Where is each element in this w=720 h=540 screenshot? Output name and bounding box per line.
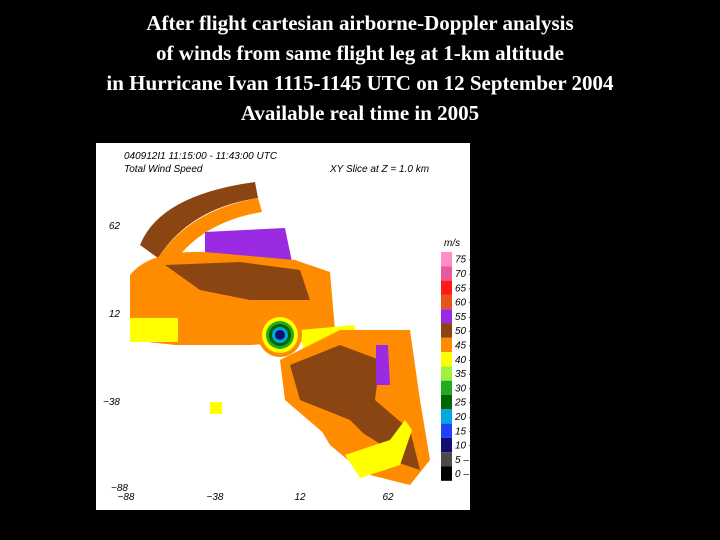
title-line: Available real time in 2005	[241, 101, 479, 125]
legend-swatch	[441, 452, 452, 467]
x-tick-label: −88	[118, 492, 135, 503]
legend-label: 45 – 49	[455, 340, 489, 351]
x-tick-label: −38	[207, 492, 224, 503]
legend-label: 50 – 54	[455, 326, 489, 337]
legend-unit: m/s	[444, 238, 460, 249]
legend-label: 35 – 39	[455, 369, 489, 380]
legend-swatch	[441, 294, 452, 310]
x-tick-label: 62	[382, 492, 394, 503]
legend-label: 10 – 14	[455, 441, 489, 452]
legend-label: 20 – 24	[454, 412, 489, 423]
legend-label: 0 – 4	[455, 469, 478, 480]
title-line: After flight cartesian airborne-Doppler …	[146, 11, 573, 35]
legend-swatch	[441, 395, 452, 410]
legend-swatch	[441, 380, 452, 395]
legend-label: 75 – 79	[455, 255, 489, 266]
legend-label: 60 – 64	[455, 298, 489, 309]
y-tick-label: −38	[103, 397, 120, 408]
legend-swatch	[441, 466, 452, 481]
legend-label: 25 – 29	[454, 398, 489, 409]
legend-swatch	[441, 309, 452, 324]
legend-label: 40 – 44	[455, 355, 489, 366]
legend-label: 55 – 59	[455, 312, 489, 323]
title-line: in Hurricane Ivan 1115-1145 UTC on 12 Se…	[106, 71, 614, 95]
figure-slice: XY Slice at Z = 1.0 km	[329, 164, 429, 175]
figure-subtitle: Total Wind Speed	[124, 164, 203, 175]
y-tick-label: 62	[109, 221, 121, 232]
y-tick-label: −88	[111, 483, 128, 494]
wind-field	[130, 182, 430, 485]
legend-label: 15 – 19	[455, 426, 489, 437]
legend-swatch	[441, 280, 452, 295]
legend-label: 5 – 9	[455, 455, 478, 466]
title-line: of winds from same flight leg at 1-km al…	[156, 41, 564, 65]
legend-swatch	[441, 266, 452, 281]
legend-label: 70 – 74	[455, 269, 489, 280]
legend-label: 65 – 69	[455, 283, 489, 294]
legend-swatch	[441, 437, 452, 453]
legend-swatch	[441, 423, 452, 438]
y-tick-label: 12	[109, 309, 121, 320]
legend-label: 30 – 34	[455, 383, 489, 394]
legend: 75 – 79 70 – 74 65 – 69 60 – 64 55 – 59 50 – …	[441, 252, 489, 481]
x-tick-label: 12	[294, 492, 306, 503]
legend-swatch	[441, 252, 452, 267]
figure-header: 040912I1 11:15:00 - 11:43:00 UTC	[124, 151, 278, 162]
legend-swatch	[441, 366, 452, 381]
legend-swatch	[441, 337, 452, 353]
legend-swatch	[441, 352, 452, 367]
legend-swatch	[441, 409, 452, 424]
legend-swatch	[441, 323, 452, 338]
